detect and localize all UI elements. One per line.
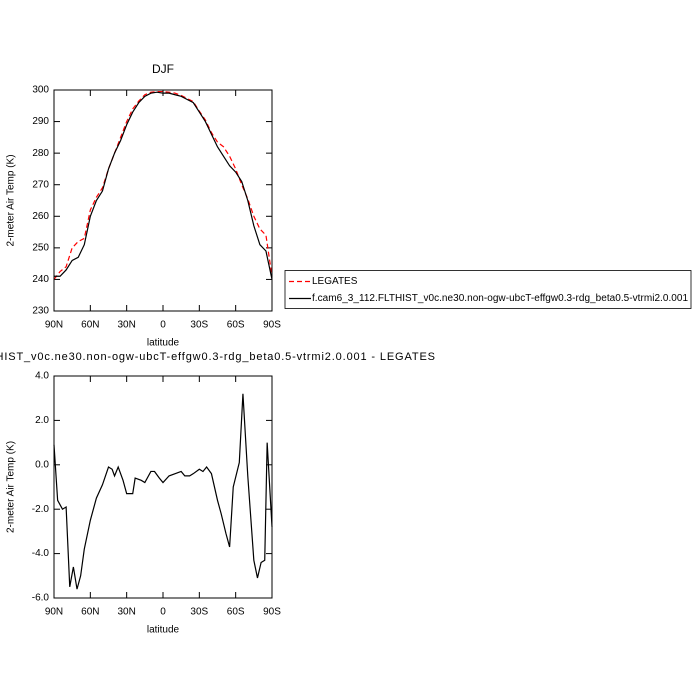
x-tick-label: 0 [160, 320, 166, 331]
data-line [53, 90, 273, 280]
y-tick-label: 0.0 [35, 459, 49, 470]
chart-title: DJF [152, 62, 174, 76]
x-axis-title: latitude [147, 338, 180, 349]
x-tick-label: 60S [227, 320, 245, 331]
y-tick-label: 290 [32, 116, 49, 127]
x-tick-label: 90N [45, 320, 63, 331]
legend-label: f.cam6_3_112.FLTHIST_v0c.ne30.non-ogw-ub… [312, 293, 688, 304]
y-tick-label: 2.0 [35, 415, 49, 426]
x-tick-label: 90S [263, 320, 281, 331]
y-tick-label: 260 [32, 211, 49, 222]
x-tick-label: 30N [117, 607, 135, 618]
plot-frame [53, 375, 273, 599]
y-tick-label: -6.0 [32, 593, 50, 604]
y-tick-label: 230 [32, 306, 49, 317]
x-tick-label: 0 [160, 607, 166, 618]
y-tick-label: 270 [32, 179, 49, 190]
x-tick-label: 60N [81, 320, 99, 331]
x-tick-label: 30N [117, 320, 135, 331]
y-tick-label: 300 [32, 85, 49, 96]
y-tick-label: 4.0 [35, 371, 49, 382]
chart-title: f.cam6_3_112.FLTHIST_v0c.ne30.non-ogw-ub… [0, 351, 435, 363]
y-tick-label: -4.0 [32, 548, 50, 559]
x-tick-label: 30S [190, 607, 208, 618]
y-axis-title: 2-meter Air Temp (K) [6, 154, 17, 246]
legend-box [284, 270, 692, 309]
y-tick-label: 250 [32, 242, 49, 253]
x-axis-title: latitude [147, 625, 180, 636]
data-line [53, 393, 273, 590]
y-axis-title: 2-meter Air Temp (K) [6, 441, 17, 533]
x-tick-label: 90N [45, 607, 63, 618]
legend-label: LEGATES [312, 276, 358, 287]
x-tick-label: 60S [227, 607, 245, 618]
plot-frame [53, 89, 273, 312]
x-tick-label: 90S [263, 607, 281, 618]
y-tick-label: 280 [32, 148, 49, 159]
y-tick-label: -2.0 [32, 504, 50, 515]
x-tick-label: 30S [190, 320, 208, 331]
y-tick-label: 240 [32, 274, 49, 285]
x-tick-label: 60N [81, 607, 99, 618]
data-line [54, 91, 273, 280]
